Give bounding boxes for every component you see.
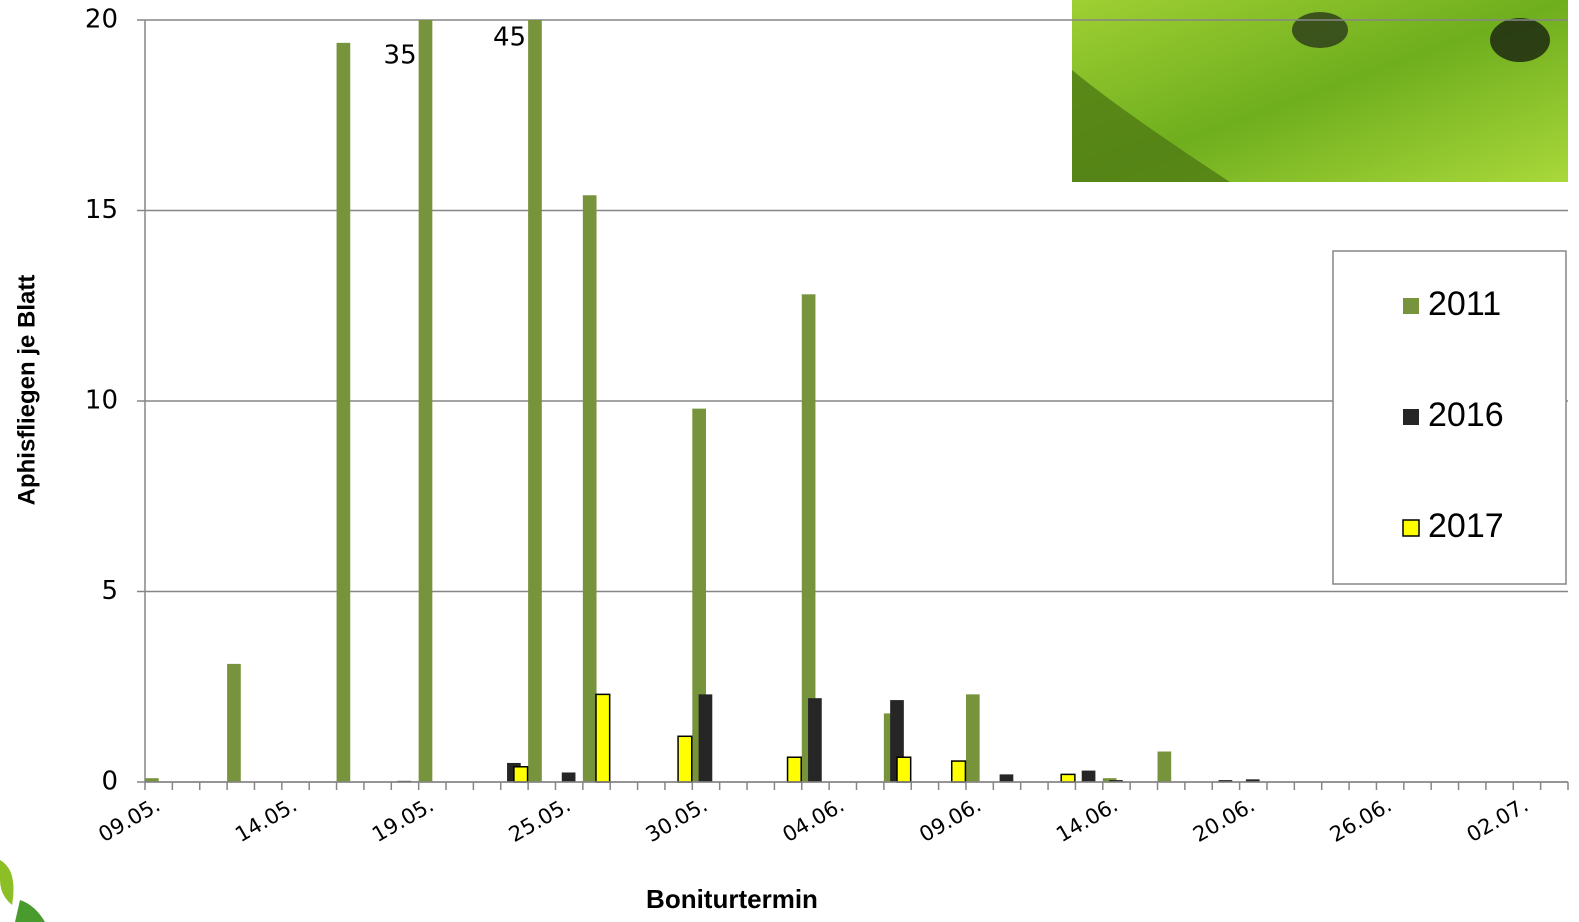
bar (337, 43, 351, 782)
y-tick-label: 20 (85, 5, 118, 35)
x-tick-label: 09.05. (94, 793, 164, 847)
bar (966, 694, 980, 782)
bar (583, 195, 597, 782)
bar (952, 761, 966, 782)
x-tick-label: 02.07. (1463, 793, 1533, 847)
x-tick-label: 09.06. (915, 793, 985, 847)
x-tick-label: 30.05. (642, 793, 712, 847)
legend-swatch (1403, 520, 1419, 536)
legend-swatch (1403, 409, 1419, 425)
bar (514, 767, 528, 782)
bar (699, 694, 713, 782)
bar (897, 757, 911, 782)
legend-label: 2016 (1428, 396, 1504, 434)
legend-label: 2011 (1428, 285, 1501, 323)
chart: Aphisfliegen je Blatt Boniturtermin 0 5 10… (0, 0, 1579, 922)
bar (808, 698, 822, 782)
value-label: 45 (493, 23, 526, 53)
x-tick-label: 25.05. (505, 793, 575, 847)
y-tick-label: 0 (101, 767, 118, 797)
y-tick-label: 15 (85, 195, 118, 225)
bar (227, 664, 241, 782)
bar (562, 772, 576, 782)
x-tick-label: 14.06. (1052, 793, 1122, 847)
x-tick-label: 04.06. (778, 793, 848, 847)
legend-label: 2017 (1428, 507, 1504, 545)
bar (1158, 752, 1172, 782)
y-tick-label: 10 (85, 386, 118, 416)
bar (678, 736, 692, 782)
page: Aphisfliegen je Blatt Boniturtermin 0 5 10… (0, 0, 1579, 922)
x-tick-label: 20.06. (1189, 793, 1259, 847)
x-tick-label: 26.06. (1326, 793, 1396, 847)
legend-swatch (1403, 298, 1419, 314)
x-axis-title: Boniturtermin (646, 884, 818, 914)
photo (1072, 0, 1568, 182)
y-axis-title: Aphisfliegen je Blatt (13, 275, 40, 506)
bar (419, 0, 433, 782)
bar (788, 757, 802, 782)
bar (1082, 771, 1096, 782)
bar (528, 0, 542, 782)
bar (1000, 774, 1014, 782)
value-label: 35 (384, 41, 417, 71)
y-tick-label: 5 (101, 576, 118, 606)
bar (596, 694, 610, 782)
bar (1061, 774, 1075, 782)
x-tick-label: 14.05. (231, 793, 301, 847)
x-tick-label: 19.05. (368, 793, 438, 847)
logo (0, 860, 45, 922)
